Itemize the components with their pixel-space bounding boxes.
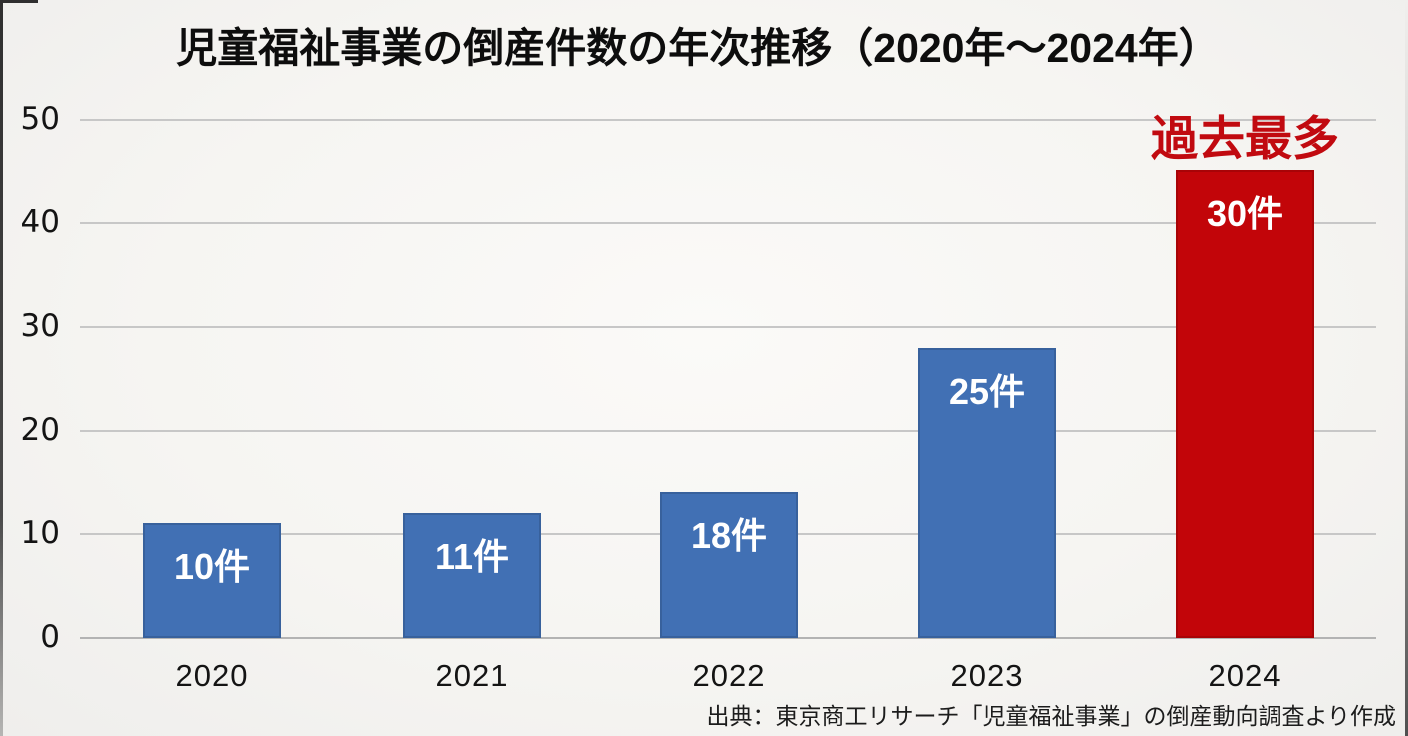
y-axis-tick-0: 0 (40, 618, 60, 655)
right-edge-line (1405, 0, 1408, 736)
y-axis-tick-30: 30 (20, 307, 60, 344)
top-edge-line (0, 0, 38, 3)
bar-value-label-2020: 10件 (173, 545, 251, 587)
y-axis-tick-20: 20 (20, 411, 60, 448)
y-axis-tick-50: 50 (20, 100, 60, 137)
chart-title: 児童福祉事業の倒産件数の年次推移（2020年～2024年） (176, 25, 1220, 71)
bar-value-label-2022: 18件 (690, 514, 768, 556)
y-axis-tick-10: 10 (20, 515, 60, 552)
gridline-y30 (80, 325, 1376, 328)
bar-2023: 25件 (918, 347, 1056, 638)
gridline-y0 (80, 637, 1376, 639)
x-axis-label-2021: 2021 (435, 658, 509, 693)
x-axis-label-2020: 2020 (175, 658, 249, 693)
x-axis-label-2022: 2022 (692, 658, 766, 693)
x-axis-label-2024: 2024 (1208, 658, 1282, 693)
bar-value-label-2023: 25件 (948, 370, 1026, 412)
y-axis-tick-40: 40 (20, 204, 60, 241)
bar-value-label-2021: 11件 (434, 535, 510, 577)
bar-2022: 18件 (660, 491, 798, 638)
bar-2020: 10件 (143, 522, 281, 638)
record-high-annotation: 過去最多 (1151, 112, 1339, 165)
gridline-y40 (80, 222, 1376, 225)
source-note: 出典：東京商工リサーチ「児童福祉事業」の倒産動向調査より作成 (706, 703, 1396, 729)
x-axis-label-2023: 2023 (950, 658, 1024, 693)
gridline-y50 (80, 118, 1376, 121)
gridline-y20 (80, 429, 1376, 432)
bar-2021: 11件 (403, 512, 541, 638)
left-edge-line (0, 0, 3, 736)
bar-value-label-2024: 30件 (1206, 193, 1284, 235)
bar-2024: 30件 (1176, 170, 1314, 638)
